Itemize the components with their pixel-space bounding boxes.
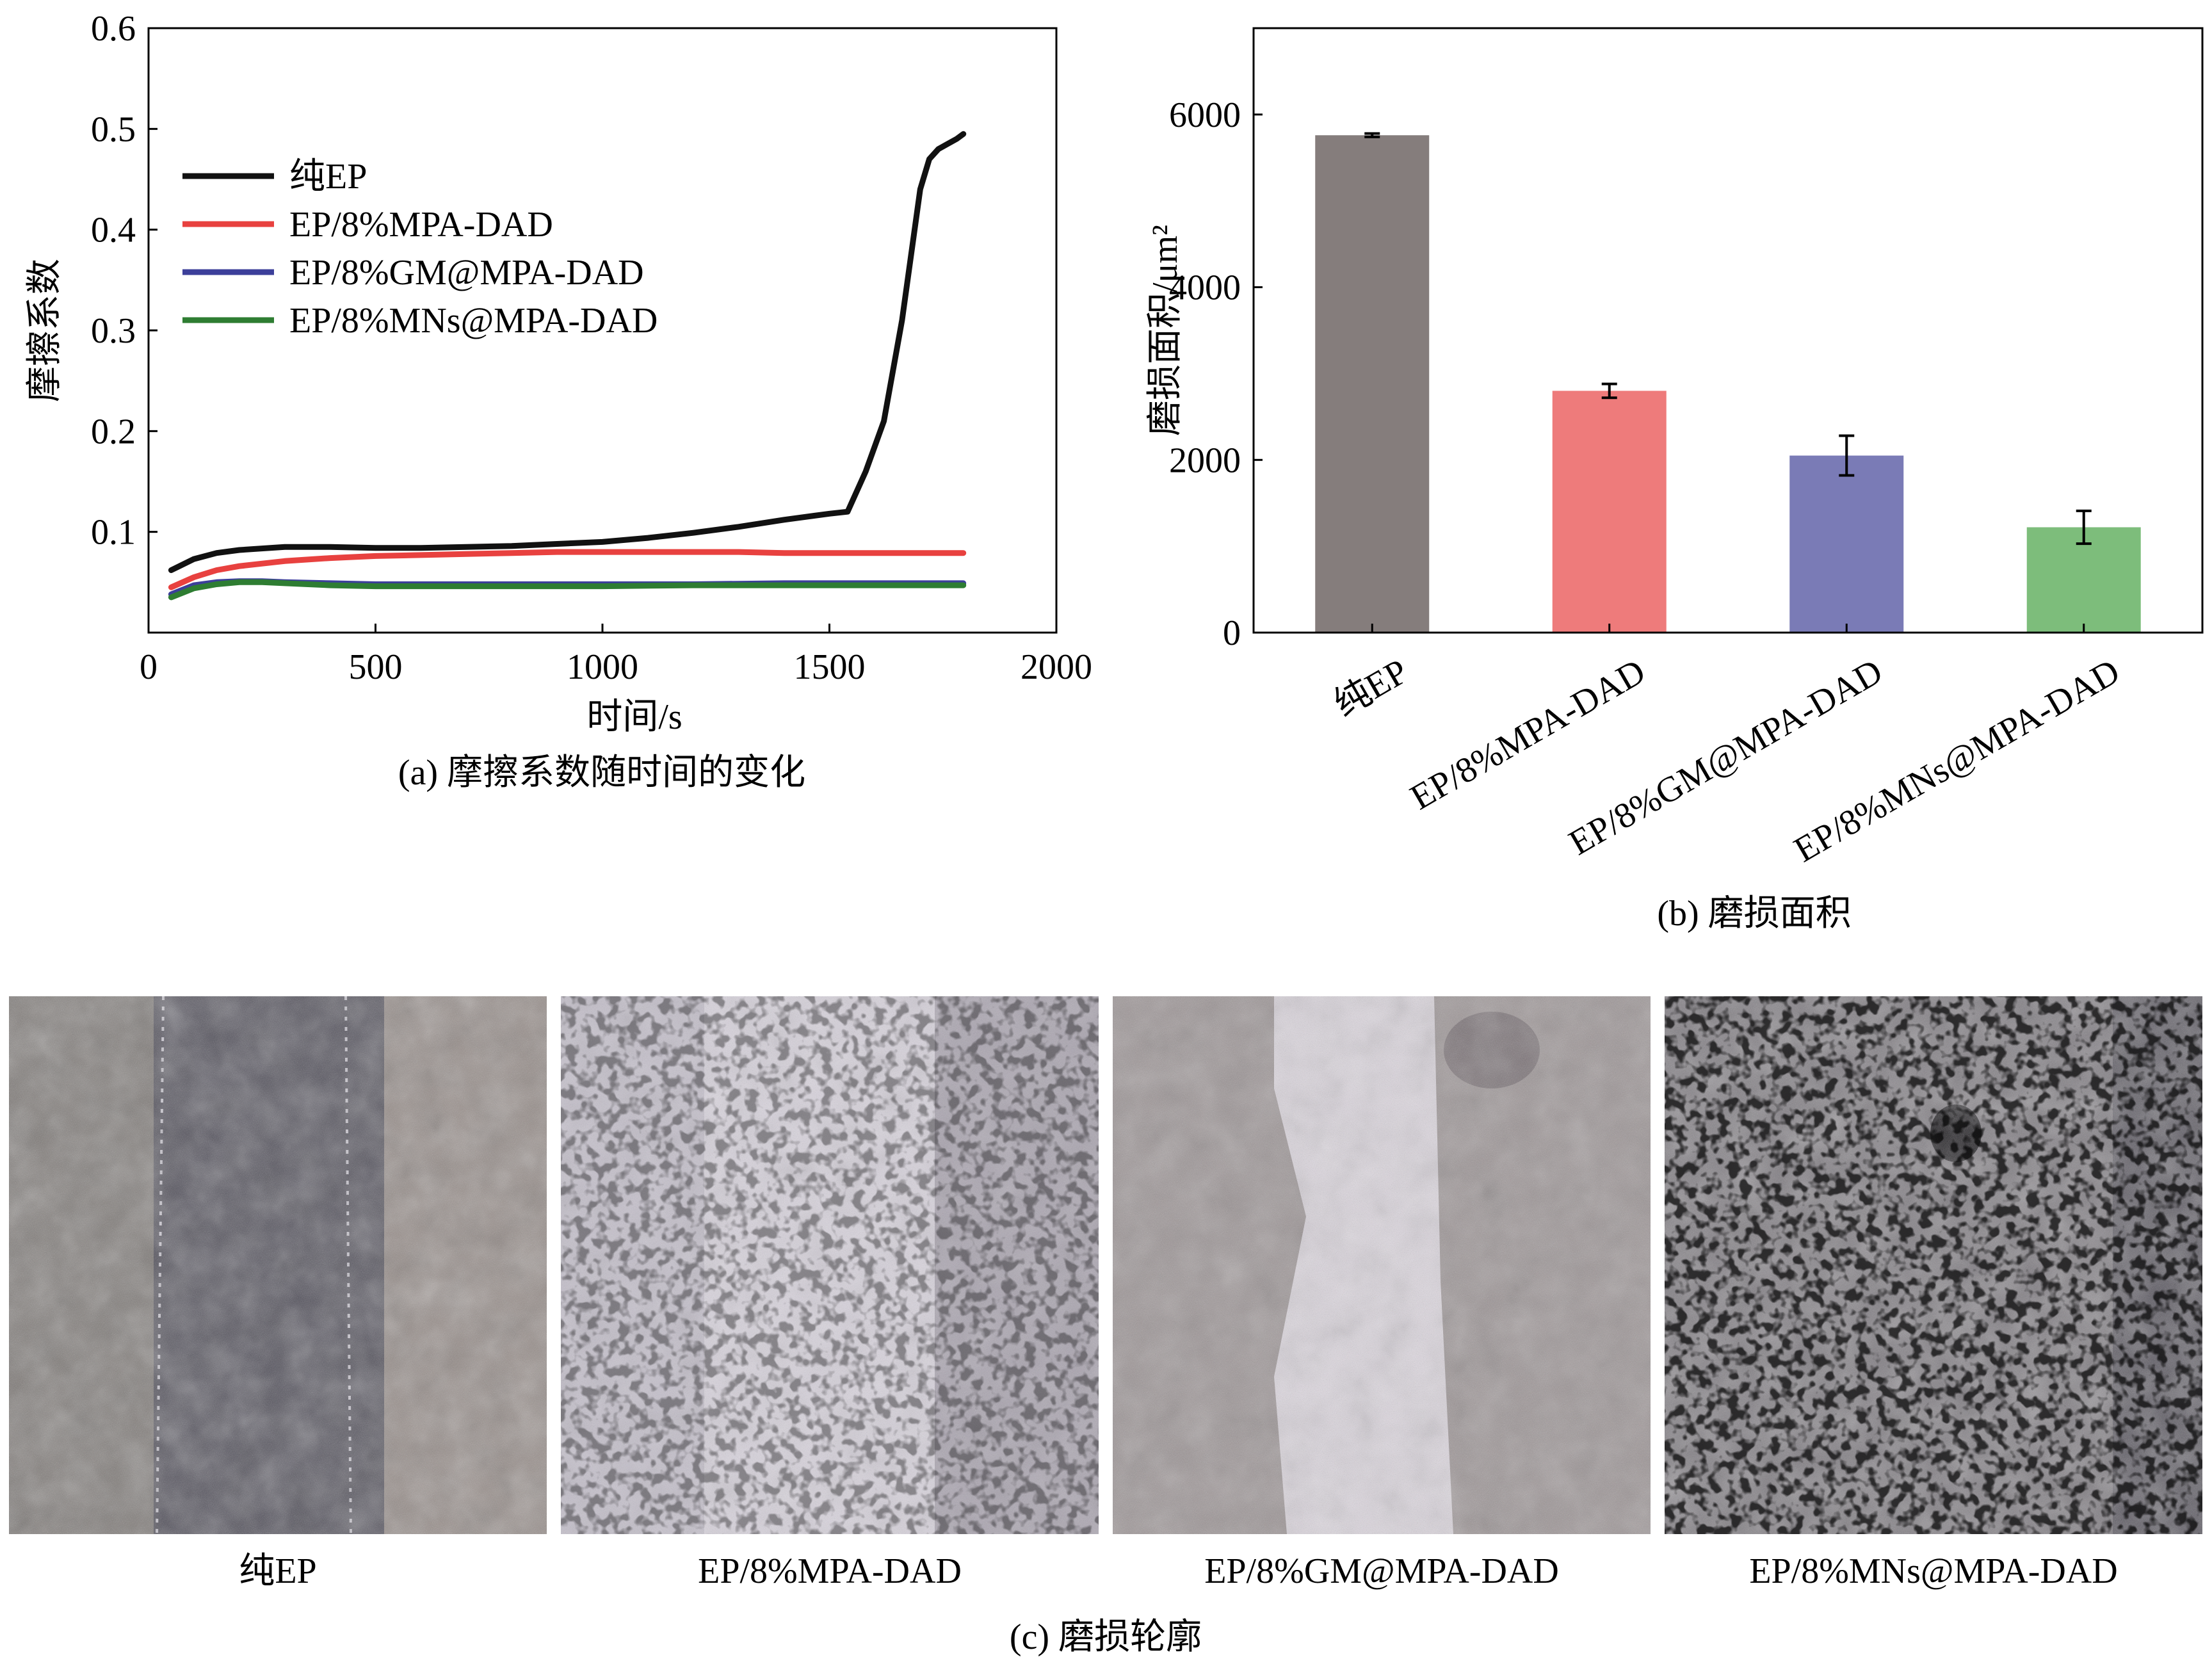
chart-a-xtick-label-2: 1000: [567, 647, 638, 687]
chart-a-friction: 0 500 1000 1500 2000 0.1 0.2 0.3 0.4 0.5 0.6 纯EP EP…: [25, 9, 1092, 793]
chart-a-series-layer: [168, 131, 967, 601]
micrograph-mns-mpa-dad: [1665, 996, 2202, 1534]
chart-a-ytick-label-3: 0.4: [91, 211, 136, 250]
chart-a-legend-label-3: EP/8%MNs@MPA-DAD: [289, 301, 658, 341]
chart-b-category-label-0: 纯EP: [1328, 652, 1415, 725]
chart-b-ticks: 0 2000 4000 6000: [1169, 95, 1263, 653]
chart-b-category-label-1: EP/8%MPA-DAD: [1404, 652, 1652, 818]
panel-c-wear-profiles: 纯EP EP/8%MPA-DAD EP/8%GM@MPA-DAD EP/8%MNs@M…: [9, 996, 2202, 1657]
chart-a-xtick-label-0: 0: [140, 647, 157, 687]
chart-b-category-labels: 纯EPEP/8%MPA-DADEP/8%GM@MPA-DADEP/8%MNs@M…: [1328, 652, 2127, 870]
chart-a-legend-label-2: EP/8%GM@MPA-DAD: [289, 253, 644, 293]
chart-a-ytick-label-0: 0.1: [91, 513, 136, 553]
chart-b-ytick-label-2: 4000: [1169, 268, 1241, 308]
panel-c-label-0: 纯EP: [239, 1551, 316, 1591]
micrograph-mpa-dad: [561, 996, 1099, 1534]
chart-b-ylabel: 磨损面积/μm²: [1145, 225, 1185, 436]
chart-a-series-1: [168, 549, 967, 590]
chart-b-bar-0: [1315, 135, 1430, 633]
chart-a-xtick-label-1: 500: [349, 647, 403, 687]
chart-b-bar-1: [1552, 391, 1667, 633]
micrograph-gm-mpa-dad: [1113, 996, 1651, 1534]
chart-a-ytick-label-2: 0.3: [91, 311, 136, 351]
chart-b-ytick-label-3: 6000: [1169, 95, 1241, 135]
chart-b-ytick-label-1: 2000: [1169, 441, 1241, 480]
chart-a-xtick-label-4: 2000: [1021, 647, 1092, 687]
chart-a-series-3: [168, 579, 967, 601]
chart-a-xtick-label-3: 1500: [794, 647, 866, 687]
panel-c-label-3: EP/8%MNs@MPA-DAD: [1749, 1551, 2117, 1591]
chart-a-legend: 纯EP EP/8%MPA-DAD EP/8%GM@MPA-DAD EP/8%MNs@M…: [182, 157, 658, 341]
chart-b-wear-area: 0 2000 4000 6000 纯EPEP/8%MPA-DADEP/8%GM@MPA…: [1145, 27, 2204, 934]
chart-a-ticks: 0 500 1000 1500 2000 0.1 0.2 0.3 0.4 0.5 0.6: [91, 9, 1092, 687]
chart-b-ytick-label-0: 0: [1223, 613, 1241, 653]
chart-b-axes-frame: [1252, 27, 2204, 634]
chart-a-ytick-label-1: 0.2: [91, 412, 136, 451]
chart-b-caption: (b) 磨损面积: [1657, 894, 1851, 934]
chart-a-ytick-label-5: 0.6: [91, 9, 136, 49]
panel-c-label-1: EP/8%MPA-DAD: [698, 1551, 962, 1591]
chart-b-bar-2: [1789, 455, 1904, 633]
chart-a-legend-label-0: 纯EP: [289, 157, 367, 197]
chart-b-bars: [1315, 132, 2141, 633]
panel-c-label-2: EP/8%GM@MPA-DAD: [1204, 1551, 1559, 1591]
panel-c-caption: (c) 磨损轮廓: [1010, 1617, 1202, 1657]
chart-a-xlabel: 时间/s: [586, 697, 682, 737]
chart-a-series-0: [168, 131, 967, 573]
chart-a-ylabel: 摩擦系数: [25, 259, 65, 402]
chart-a-ytick-label-4: 0.5: [91, 109, 136, 149]
panel-c-labels: 纯EP EP/8%MPA-DAD EP/8%GM@MPA-DAD EP/8%MNs@M…: [239, 1551, 2117, 1591]
micrograph-pure-ep: [9, 996, 547, 1535]
chart-a-legend-label-1: EP/8%MPA-DAD: [289, 205, 553, 245]
chart-a-caption: (a) 摩擦系数随时间的变化: [398, 753, 805, 793]
